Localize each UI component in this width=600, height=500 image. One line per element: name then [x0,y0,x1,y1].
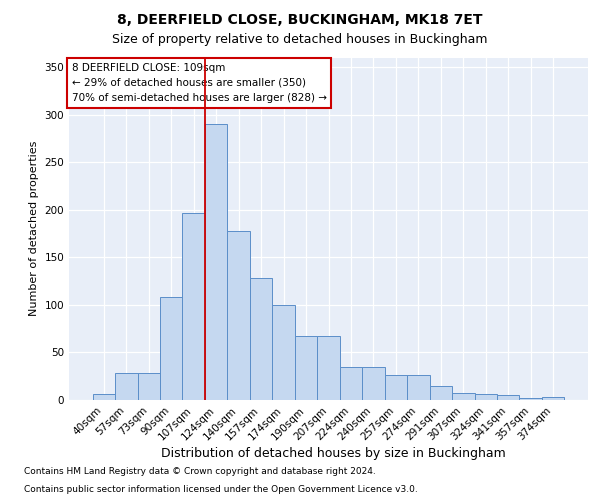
Bar [227,230,250,400]
Text: Distribution of detached houses by size in Buckingham: Distribution of detached houses by size … [161,448,505,460]
Bar [385,376,407,400]
Bar [272,305,295,400]
Text: Contains public sector information licensed under the Open Government Licence v3: Contains public sector information licen… [24,485,418,494]
Text: 8, DEERFIELD CLOSE, BUCKINGHAM, MK18 7ET: 8, DEERFIELD CLOSE, BUCKINGHAM, MK18 7ET [117,12,483,26]
Bar [542,397,565,400]
Bar [430,386,452,400]
Bar [205,124,227,400]
Bar [92,394,115,400]
Bar [452,394,475,400]
Bar [407,376,430,400]
Text: Size of property relative to detached houses in Buckingham: Size of property relative to detached ho… [112,32,488,46]
Bar [250,278,272,400]
Text: 8 DEERFIELD CLOSE: 109sqm
← 29% of detached houses are smaller (350)
70% of semi: 8 DEERFIELD CLOSE: 109sqm ← 29% of detac… [71,62,326,103]
Bar [182,212,205,400]
Bar [362,366,385,400]
Bar [520,398,542,400]
Bar [137,374,160,400]
Bar [295,336,317,400]
Bar [115,374,137,400]
Bar [317,336,340,400]
Bar [497,395,520,400]
Bar [475,394,497,400]
Bar [160,297,182,400]
Text: Contains HM Land Registry data © Crown copyright and database right 2024.: Contains HM Land Registry data © Crown c… [24,467,376,476]
Y-axis label: Number of detached properties: Number of detached properties [29,141,39,316]
Bar [340,366,362,400]
